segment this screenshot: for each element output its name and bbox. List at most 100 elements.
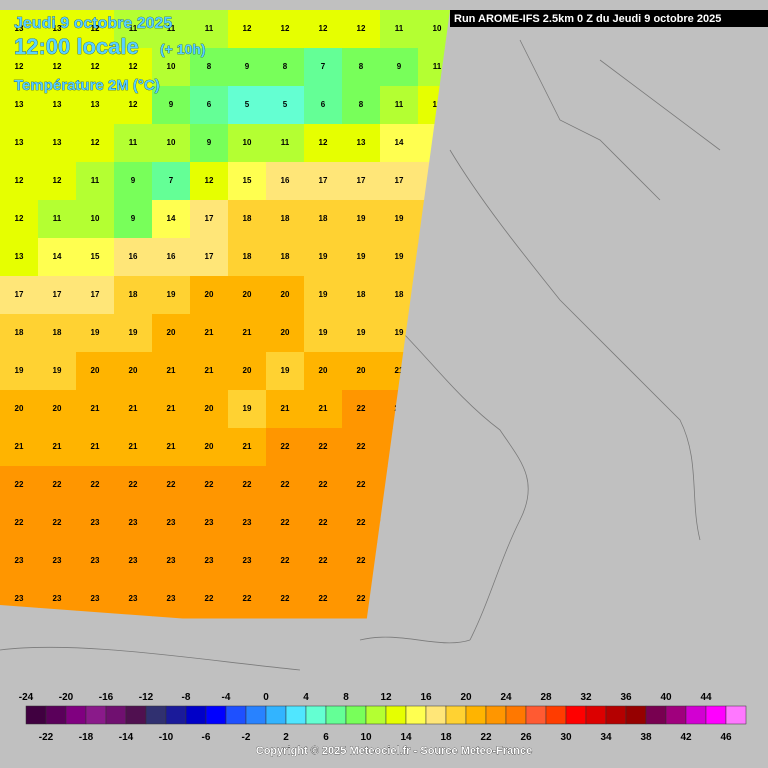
temperature-value: 18 xyxy=(319,214,328,223)
temperature-value: 13 xyxy=(357,138,366,147)
temperature-value: 17 xyxy=(205,214,214,223)
colorbar-label: 18 xyxy=(440,732,452,743)
temperature-field: 13 13 12 11 11 11 12 12 12 12 11 10 12 12 12 12 10 8 9 8 7 8 9… xyxy=(0,10,450,619)
temperature-cell xyxy=(190,86,229,125)
temperature-value: 21 xyxy=(167,366,176,375)
temperature-cell xyxy=(152,162,191,201)
temperature-cell xyxy=(38,124,77,163)
borders xyxy=(0,39,721,671)
temperature-cell xyxy=(152,428,191,467)
colorbar: -24-22-20-18-16-14-12-10-8-6-4-202468101… xyxy=(19,692,747,743)
temperature-cell xyxy=(342,238,381,277)
temperature-cell xyxy=(304,276,343,315)
temperature-cell xyxy=(76,314,115,353)
temperature-cell xyxy=(228,162,267,201)
temperature-value: 19 xyxy=(395,252,404,261)
date: Jeudi 9 octobre 2025 xyxy=(14,15,172,32)
temperature-cell xyxy=(228,352,267,391)
temperature-cell xyxy=(190,238,229,277)
colorbar-swatch xyxy=(185,705,207,725)
temperature-cell xyxy=(342,276,381,315)
temperature-cell xyxy=(190,542,229,581)
colorbar-swatch xyxy=(305,705,327,725)
colorbar-label: -24 xyxy=(19,692,34,703)
colorbar-label: 44 xyxy=(700,692,712,703)
colorbar-label: 34 xyxy=(600,732,612,743)
temperature-cell xyxy=(228,124,267,163)
temperature-value: 22 xyxy=(357,442,366,451)
colorbar-label: 32 xyxy=(580,692,592,703)
temperature-cell xyxy=(152,504,191,543)
temperature-value: 9 xyxy=(207,138,212,147)
temperature-value: 22 xyxy=(319,442,328,451)
temperature-cell xyxy=(0,48,39,87)
colorbar-swatch xyxy=(385,705,407,725)
temperature-cell xyxy=(114,504,153,543)
time: 12:00 locale xyxy=(14,34,139,59)
temperature-cell xyxy=(266,580,305,619)
colorbar-swatch xyxy=(365,705,387,725)
temperature-cell xyxy=(228,580,267,619)
run-banner xyxy=(450,10,768,27)
temperature-cell xyxy=(190,314,229,353)
temperature-cell xyxy=(76,276,115,315)
temperature-cell xyxy=(266,314,305,353)
temperature-value: 12 xyxy=(319,138,328,147)
temperature-value: 7 xyxy=(169,176,174,185)
temperature-value: 13 xyxy=(91,100,100,109)
temperature-cell xyxy=(152,276,191,315)
temperature-value: 13 xyxy=(15,24,24,33)
temperature-value: 22 xyxy=(319,594,328,603)
temperature-cell xyxy=(114,428,153,467)
temperature-cell xyxy=(38,200,77,239)
temperature-value: 19 xyxy=(243,404,252,413)
temperature-value: 13 xyxy=(15,138,24,147)
colorbar-swatch xyxy=(565,705,587,725)
temperature-value: 19 xyxy=(167,290,176,299)
temperature-cell xyxy=(114,276,153,315)
temperature-value: 20 xyxy=(281,328,290,337)
copyright: Copyright © 2025 Meteociel.fr - Source M… xyxy=(256,745,532,757)
temperature-cell xyxy=(266,352,305,391)
temperature-value: 12 xyxy=(243,24,252,33)
temperature-cell xyxy=(342,10,381,49)
colorbar-swatch xyxy=(405,705,427,725)
temperature-cell xyxy=(228,200,267,239)
colorbar-swatch xyxy=(645,705,667,725)
temperature-cell xyxy=(0,200,39,239)
temperature-value: 22 xyxy=(281,518,290,527)
temperature-value: 8 xyxy=(359,100,364,109)
temperature-cell xyxy=(342,428,381,467)
temperature-value: 15 xyxy=(91,252,100,261)
temperature-value: 22 xyxy=(53,518,62,527)
temperature-cell xyxy=(76,542,115,581)
temperature-cell xyxy=(114,352,153,391)
temperature-value: 11 xyxy=(395,24,404,33)
temperature-cell xyxy=(266,200,305,239)
colorbar-label: 26 xyxy=(520,732,532,743)
temperature-cell xyxy=(380,86,419,125)
temperature-cell xyxy=(0,124,39,163)
temperature-cell xyxy=(304,48,343,87)
temperature-value: 12 xyxy=(53,62,62,71)
temperature-value: 17 xyxy=(205,252,214,261)
temperature-value: 18 xyxy=(243,252,252,261)
temperature-cell xyxy=(190,390,229,429)
colorbar-label: -2 xyxy=(242,732,251,743)
temperature-value: 19 xyxy=(91,328,100,337)
temperature-cell xyxy=(304,200,343,239)
temperature-value: 12 xyxy=(357,24,366,33)
temperature-value: 20 xyxy=(281,290,290,299)
temperature-cell xyxy=(76,48,115,87)
temperature-value: 16 xyxy=(129,252,138,261)
temperature-value: 22 xyxy=(281,556,290,565)
temperature-cell xyxy=(0,86,39,125)
temperature-cell xyxy=(152,352,191,391)
temperature-value: 23 xyxy=(129,556,138,565)
temperature-cell xyxy=(152,542,191,581)
colorbar-label: 28 xyxy=(540,692,552,703)
colorbar-label: -18 xyxy=(79,732,94,743)
temperature-cell xyxy=(266,390,305,429)
temperature-cell xyxy=(152,48,191,87)
temperature-value: 20 xyxy=(205,290,214,299)
